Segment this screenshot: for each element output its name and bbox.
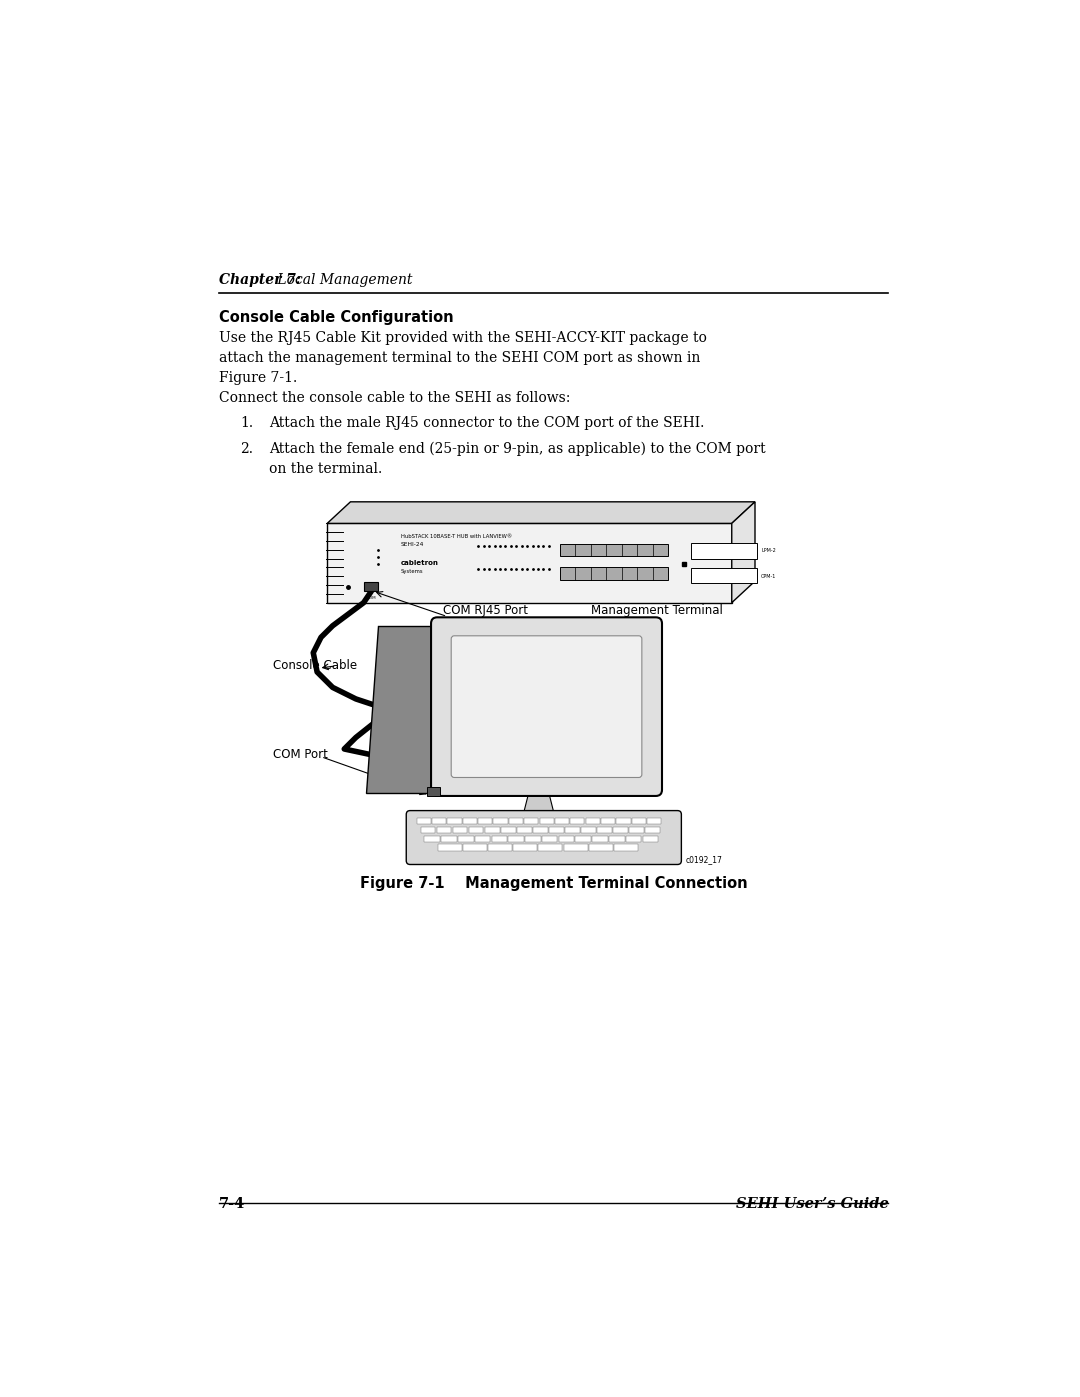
Bar xyxy=(691,569,757,584)
Bar xyxy=(629,827,644,833)
Bar xyxy=(509,835,524,842)
Text: SEHI User’s Guide: SEHI User’s Guide xyxy=(735,1197,889,1211)
Bar xyxy=(564,844,588,851)
Text: COM: COM xyxy=(366,595,376,599)
Bar xyxy=(447,817,461,824)
Bar xyxy=(442,835,457,842)
Text: Attach the female end (25-pin or 9-pin, as applicable) to the COM port
on the te: Attach the female end (25-pin or 9-pin, … xyxy=(269,441,766,476)
Polygon shape xyxy=(732,502,755,602)
Bar xyxy=(475,835,490,842)
Bar xyxy=(478,817,492,824)
Bar xyxy=(632,817,646,824)
Bar xyxy=(647,817,661,824)
Bar xyxy=(558,835,575,842)
Bar xyxy=(549,827,564,833)
Bar xyxy=(645,827,660,833)
Text: SEHI-24: SEHI-24 xyxy=(401,542,424,546)
Bar xyxy=(453,827,468,833)
Text: COM Port: COM Port xyxy=(273,747,328,761)
Bar xyxy=(458,835,474,842)
Text: Local Management: Local Management xyxy=(273,272,413,286)
Text: Figure 7-1    Management Terminal Connection: Figure 7-1 Management Terminal Connectio… xyxy=(360,876,747,891)
Bar xyxy=(532,827,548,833)
Bar xyxy=(463,844,487,851)
Polygon shape xyxy=(366,626,460,793)
Bar xyxy=(589,844,612,851)
Bar xyxy=(509,817,523,824)
Bar xyxy=(437,844,461,851)
Text: COM RJ45 Port: COM RJ45 Port xyxy=(444,604,528,616)
Text: Attach the male RJ45 connector to the COM port of the SEHI.: Attach the male RJ45 connector to the CO… xyxy=(269,415,704,430)
Bar xyxy=(524,817,539,824)
Bar xyxy=(600,817,616,824)
Text: c0192_17: c0192_17 xyxy=(685,855,723,865)
Bar xyxy=(501,827,515,833)
Polygon shape xyxy=(327,524,732,602)
Text: Console Cable Configuration: Console Cable Configuration xyxy=(218,310,454,326)
Bar xyxy=(462,817,477,824)
Bar xyxy=(613,844,638,851)
Bar xyxy=(555,817,569,824)
Bar xyxy=(513,844,537,851)
Bar xyxy=(581,827,595,833)
Text: cabletron: cabletron xyxy=(401,560,438,566)
Bar xyxy=(592,835,608,842)
Text: Connect the console cable to the SEHI as follows:: Connect the console cable to the SEHI as… xyxy=(218,391,570,405)
Bar xyxy=(432,817,446,824)
FancyBboxPatch shape xyxy=(451,636,642,778)
Bar xyxy=(469,827,484,833)
Text: Systems: Systems xyxy=(401,569,423,574)
Bar xyxy=(570,817,584,824)
Bar xyxy=(597,827,611,833)
Polygon shape xyxy=(524,789,554,814)
Bar xyxy=(643,835,658,842)
Bar xyxy=(576,835,591,842)
Bar xyxy=(559,567,669,580)
Text: 7-4: 7-4 xyxy=(218,1197,245,1211)
Text: 2.: 2. xyxy=(241,441,254,455)
Bar xyxy=(436,827,451,833)
Text: HubSTACK 10BASE-T HUB with LANVIEW®: HubSTACK 10BASE-T HUB with LANVIEW® xyxy=(401,534,512,539)
Bar xyxy=(691,543,757,559)
Bar xyxy=(565,827,580,833)
Bar xyxy=(625,835,642,842)
Text: LPM-2: LPM-2 xyxy=(761,548,775,553)
Bar xyxy=(417,817,431,824)
Bar xyxy=(488,844,512,851)
Bar xyxy=(539,844,563,851)
Text: Console Cable: Console Cable xyxy=(273,659,357,672)
Text: 1.: 1. xyxy=(241,415,254,430)
Bar xyxy=(364,583,378,591)
Bar xyxy=(424,835,440,842)
Bar xyxy=(494,817,508,824)
Bar xyxy=(542,835,557,842)
Bar xyxy=(559,545,669,556)
Bar xyxy=(585,817,599,824)
FancyBboxPatch shape xyxy=(406,810,681,865)
Bar xyxy=(485,827,500,833)
Text: Management Terminal: Management Terminal xyxy=(591,604,723,616)
Bar xyxy=(609,835,624,842)
Text: Chapter 7:: Chapter 7: xyxy=(218,272,300,286)
Polygon shape xyxy=(327,502,755,524)
Bar xyxy=(428,787,440,796)
Bar xyxy=(420,827,435,833)
Bar xyxy=(617,817,631,824)
Text: Use the RJ45 Cable Kit provided with the SEHI-ACCY-KIT package to
attach the man: Use the RJ45 Cable Kit provided with the… xyxy=(218,331,706,386)
Bar xyxy=(525,835,541,842)
Text: CPM-1: CPM-1 xyxy=(761,574,777,580)
Bar xyxy=(540,817,554,824)
Bar xyxy=(491,835,508,842)
Bar xyxy=(516,827,531,833)
Bar xyxy=(612,827,627,833)
FancyBboxPatch shape xyxy=(431,617,662,796)
